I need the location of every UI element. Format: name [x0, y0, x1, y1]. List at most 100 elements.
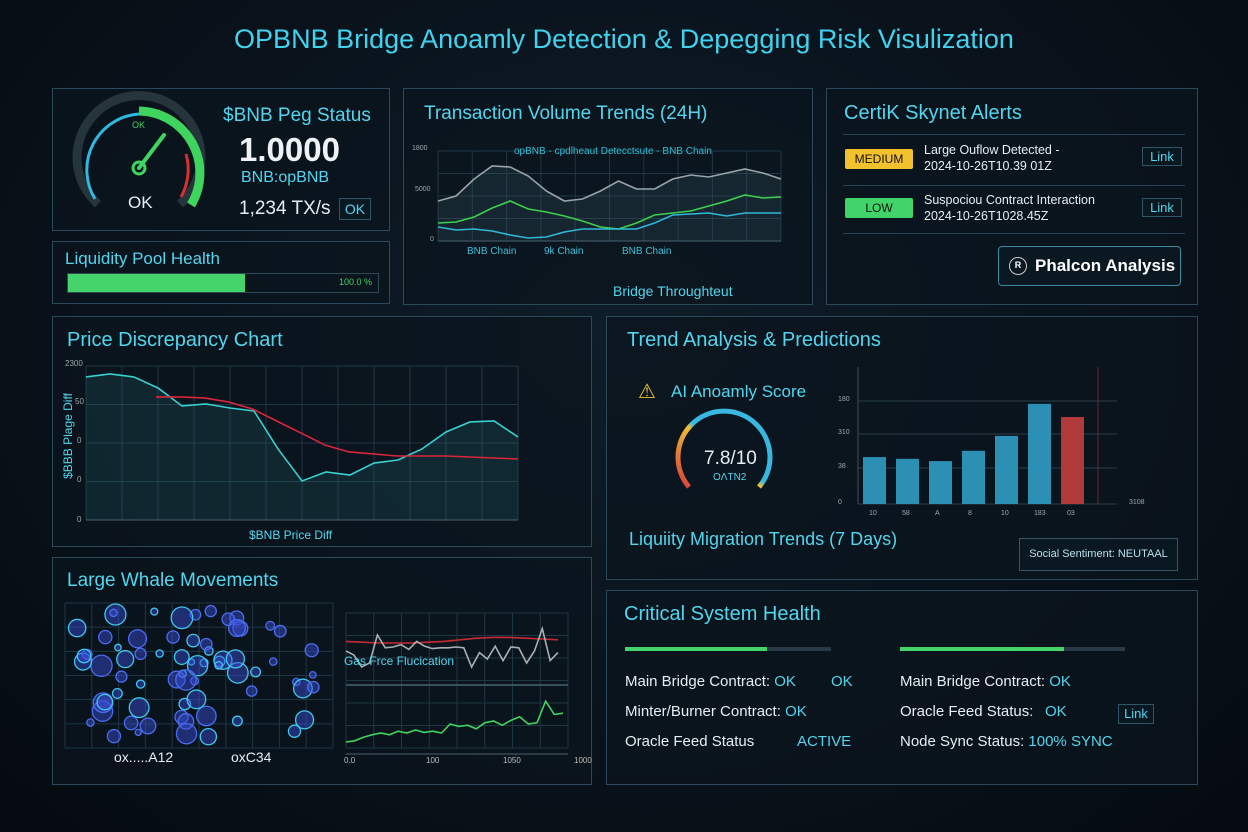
- alerts-panel: CertiK Skynet Alerts MEDIUM Large Ouflow…: [826, 88, 1198, 305]
- health-item: Main Bridge Contract: OK: [625, 673, 796, 690]
- x-label: BNB Chain: [467, 246, 517, 257]
- alert-time: 2024-10-26T1028.45Z: [924, 209, 1049, 223]
- whale-bubble: [173, 649, 190, 666]
- liquidity-progress-bar: 100.0 %: [67, 273, 379, 293]
- gauge-top-label: OK: [132, 120, 146, 130]
- anomaly-score-title: AI Anoamly Score: [671, 382, 807, 401]
- x-label: 9k Chain: [544, 246, 584, 257]
- whale-bubble: [195, 705, 217, 727]
- y-tick: 50: [75, 397, 84, 406]
- page-title: OPBNB Bridge Anoamly Detection & Depeggi…: [234, 24, 1014, 54]
- trend-title: Trend Analysis & Predictions: [627, 329, 881, 351]
- x-tick: 183: [1034, 510, 1046, 517]
- whale-bubble: [245, 685, 258, 697]
- whale-bubble: [175, 669, 197, 691]
- health-progress-bar: [625, 647, 831, 651]
- whale-bubble: [90, 654, 113, 678]
- whale-bubble: [135, 679, 146, 689]
- whale-bubble: [123, 715, 139, 731]
- whale-title: Large Whale Movements: [67, 570, 279, 591]
- x-tick: 1050: [503, 756, 521, 765]
- health-item: Minter/Burner Contract: OK: [625, 703, 807, 720]
- whale-bubble: [308, 670, 317, 679]
- phalcon-analysis-label: Phalcon Analysis: [1035, 256, 1176, 275]
- whale-bubble: [204, 604, 217, 618]
- tx-volume-legend: opBNB - cpdlheaut Detecctsute - BNB Chai…: [514, 146, 712, 157]
- whale-bubble: [127, 629, 148, 649]
- alert-text: Large Ouflow Detected -: [924, 143, 1060, 157]
- x-tick: 3108: [1129, 499, 1145, 506]
- x-tick: 0.0: [344, 756, 356, 765]
- health-item-label: Oracle Feed Status:: [900, 703, 1034, 720]
- x-tick: 100: [426, 756, 440, 765]
- health-title: Critical System Health: [624, 603, 821, 625]
- social-sentiment-badge: Social Sentiment: NEUTAAL: [1019, 538, 1178, 571]
- whale-bubble: [170, 606, 194, 630]
- liquidity-value: 100.0 %: [338, 277, 372, 287]
- alert-link[interactable]: Link: [1142, 147, 1182, 166]
- whale-bubble-chart: [64, 602, 569, 755]
- whale-bubble: [231, 715, 243, 727]
- x-tick: 10: [869, 510, 877, 517]
- whale-bubble: [104, 603, 127, 626]
- system-health-panel: Critical System Health Main Bridge Contr…: [606, 590, 1198, 785]
- whale-bubble: [199, 727, 218, 746]
- health-progress-bar: [900, 647, 1125, 651]
- whale-bubble: [292, 678, 313, 699]
- whale-bubble: [268, 657, 278, 666]
- tx-series-line: [437, 194, 782, 230]
- whale-bubble: [307, 680, 320, 694]
- trend-analysis-panel: Trend Analysis & Predictions ⚠ AI Anoaml…: [606, 316, 1198, 580]
- price-chart: [85, 365, 519, 521]
- whale-bubble: [98, 629, 113, 645]
- x-axis-label: $BNB Price Diff: [249, 528, 333, 542]
- tx-series-line: [437, 212, 781, 239]
- whale-bubble: [67, 618, 87, 638]
- y-tick: 0: [77, 436, 82, 445]
- whale-bubble: [199, 637, 213, 651]
- warning-icon: ⚠: [638, 381, 656, 403]
- whale-bubble: [106, 728, 122, 744]
- peg-title: $BNB Peg Status: [223, 105, 371, 126]
- x-tick: A: [935, 510, 940, 517]
- tx-series-line: [437, 165, 782, 202]
- alerts-title: CertiK Skynet Alerts: [844, 102, 1022, 124]
- phalcon-logo-icon: R: [1009, 257, 1027, 275]
- peg-status-panel: OK OK $BNB Peg Status 1.0000 BNB:opBNB 1…: [52, 88, 390, 231]
- liquidity-title: Liquidity Pool Health: [65, 249, 220, 268]
- y-tick: 0: [838, 499, 842, 506]
- bar: [863, 457, 886, 504]
- whale-bubble: [134, 647, 147, 661]
- tx-series-line-area: [438, 166, 781, 241]
- whale-bubble: [109, 608, 118, 618]
- bar: [962, 450, 985, 504]
- gas-gray-line: [345, 625, 559, 669]
- whale-bubble: [128, 697, 150, 719]
- whale-bubble: [273, 624, 287, 638]
- y-tick: 0: [77, 515, 82, 524]
- x-tick: 8: [968, 510, 972, 517]
- bar: [1061, 417, 1084, 504]
- price-series-line-area: [86, 373, 518, 520]
- whale-bubble: [111, 687, 123, 699]
- y-tick: 38: [838, 463, 846, 470]
- tx-volume-title: Transaction Volume Trends (24H): [424, 103, 708, 124]
- bar: [995, 435, 1018, 504]
- peg-gauge: [72, 90, 206, 208]
- whale-bubble: [294, 710, 315, 730]
- phalcon-analysis-button[interactable]: R Phalcon Analysis: [998, 246, 1181, 286]
- bar: [929, 461, 952, 504]
- status-value: OK: [1045, 703, 1067, 720]
- whale-bubble: [116, 650, 135, 669]
- anomaly-score-sub: OΛTN2: [713, 472, 747, 483]
- whale-bubble: [175, 722, 198, 745]
- oracle-link-button[interactable]: Link: [1118, 704, 1154, 724]
- trend-graphics: [675, 367, 1117, 505]
- tps-status-badge: OK: [339, 198, 371, 220]
- status-value: OK: [831, 673, 853, 690]
- peg-pair: BNB:opBNB: [241, 169, 330, 186]
- alert-link[interactable]: Link: [1142, 198, 1182, 217]
- y-axis-label: $BBB Plage Diff: [60, 393, 75, 479]
- y-tick: 310: [838, 429, 850, 436]
- whale-bubble: [227, 618, 247, 638]
